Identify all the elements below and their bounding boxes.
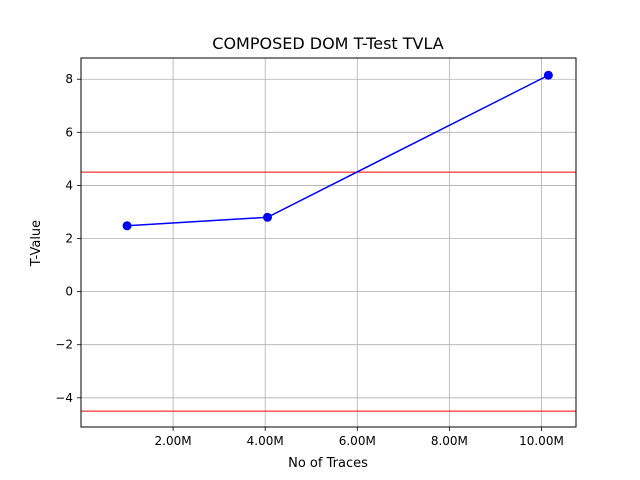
- x-tick-label: 4.00M: [247, 434, 284, 448]
- y-tick-label: 0: [65, 285, 73, 299]
- x-axis-label: No of Traces: [288, 456, 368, 471]
- y-tick-label: 6: [65, 125, 73, 139]
- series-line: [127, 74, 549, 227]
- data-point: [122, 221, 132, 231]
- x-tick-label: 10.00M: [519, 434, 564, 448]
- data-point: [543, 70, 553, 80]
- threshold-lines: [81, 171, 576, 412]
- chart-title: COMPOSED DOM T-Test TVLA: [212, 34, 443, 53]
- x-tick-label: 6.00M: [339, 434, 376, 448]
- data-point: [262, 212, 272, 222]
- y-tick-label: 4: [65, 178, 73, 192]
- plot-frame: [80, 57, 577, 428]
- y-ticks: −4 −2 0 2 4 6 8: [55, 72, 81, 405]
- y-tick-label: −2: [55, 338, 73, 352]
- grid: [81, 58, 576, 427]
- x-tick-label: 8.00M: [431, 434, 468, 448]
- data-series: [122, 70, 553, 231]
- x-tick-label: 2.00M: [155, 434, 192, 448]
- y-tick-label: −4: [55, 391, 73, 405]
- y-axis-label: T-Value: [29, 220, 44, 267]
- y-tick-label: 2: [65, 232, 73, 246]
- y-tick-label: 8: [65, 72, 73, 86]
- x-ticks: 2.00M 4.00M 6.00M 8.00M 10.00M: [155, 427, 564, 448]
